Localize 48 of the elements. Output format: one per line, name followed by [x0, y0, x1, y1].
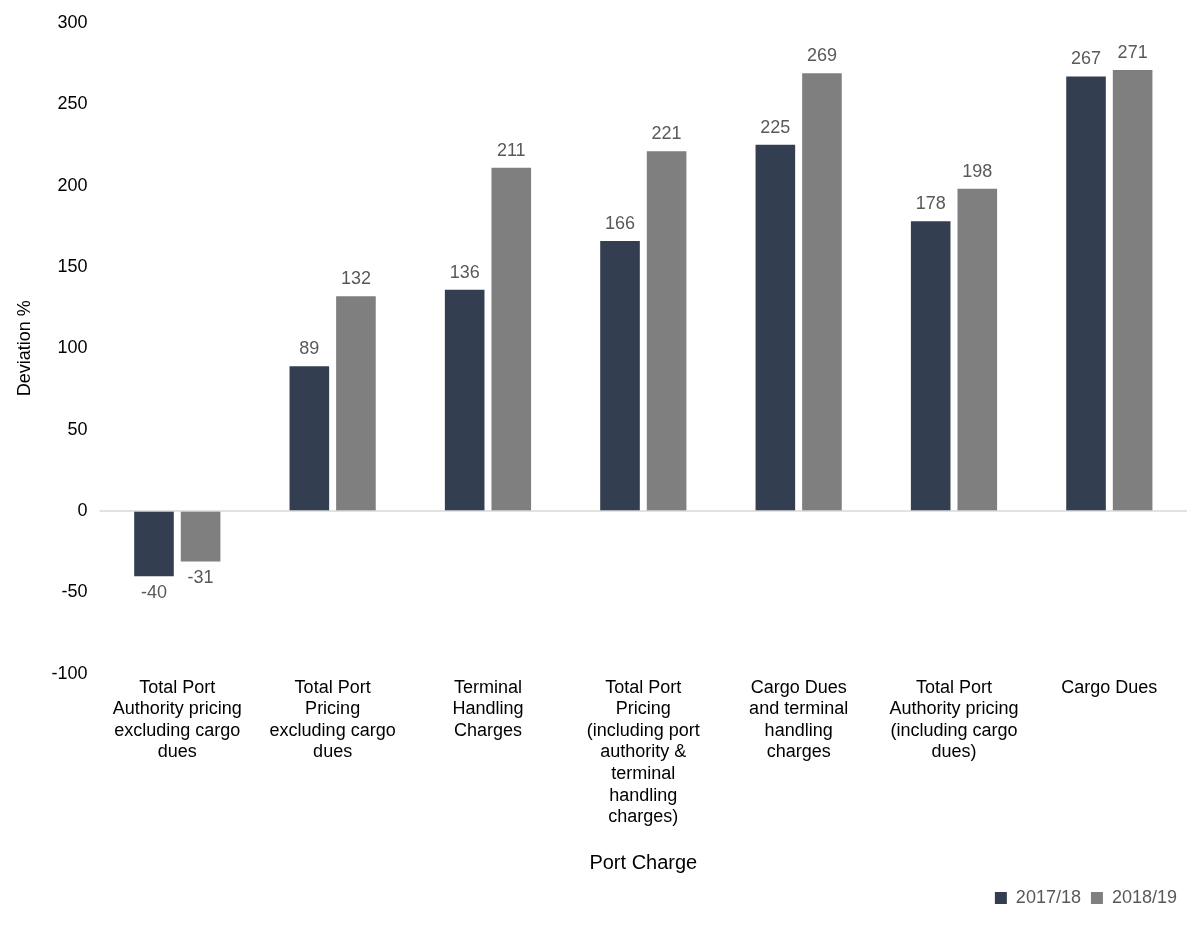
x-tick-label: Total Port Authority pricing excluding cargo dues — [112, 676, 242, 762]
y-tick-label: 50 — [67, 418, 88, 439]
bar — [646, 151, 687, 512]
y-tick-label: -100 — [51, 662, 88, 683]
y-tick-label: 100 — [57, 337, 88, 358]
data-label: 211 — [496, 139, 526, 160]
y-tick-label: 150 — [57, 255, 88, 276]
bar — [289, 366, 330, 512]
data-label: 89 — [299, 338, 320, 359]
data-label: 267 — [1071, 48, 1102, 69]
data-label: 269 — [806, 45, 837, 66]
x-tick-label: Total Port Pricing excluding cargo dues — [269, 676, 396, 762]
data-label: 136 — [449, 261, 480, 282]
y-tick-label: 200 — [57, 174, 88, 195]
x-tick-label: Total Port Pricing (including port authority & terminal handling charges) — [586, 676, 700, 827]
bar — [444, 289, 485, 512]
data-label: 178 — [915, 193, 946, 214]
bar — [1066, 76, 1106, 512]
data-label: 198 — [962, 160, 993, 181]
bar — [1112, 70, 1153, 512]
bar — [755, 144, 796, 512]
bar — [180, 511, 221, 562]
y-axis-title: Deviation % — [13, 300, 34, 397]
data-label: 166 — [604, 212, 636, 233]
legend-label: 2018/19 — [1111, 886, 1178, 907]
bar — [491, 167, 532, 512]
x-tick-label: Terminal Handling Charges — [452, 676, 524, 740]
y-tick-label: 250 — [57, 93, 88, 114]
bar — [910, 221, 951, 512]
legend-label: 2017/18 — [1015, 886, 1081, 907]
y-tick-label: 0 — [77, 500, 88, 521]
data-label: 225 — [760, 116, 791, 137]
data-label: -31 — [187, 567, 214, 588]
data-label: 221 — [651, 123, 682, 144]
data-label: -40 — [140, 582, 167, 603]
x-axis-title: Port Charge — [589, 850, 698, 873]
bar — [134, 511, 174, 577]
y-tick-label: -50 — [61, 581, 88, 602]
x-tick-label: Total Port Authority pricing (including cargo dues) — [889, 676, 1019, 762]
bar — [336, 296, 376, 512]
bar — [957, 188, 998, 512]
data-label: 132 — [340, 268, 371, 289]
y-tick-label: 300 — [57, 11, 88, 32]
x-tick-label: Cargo Dues — [1061, 676, 1158, 697]
x-tick-label: Cargo Dues and terminal handling charges — [749, 676, 849, 762]
bar — [802, 73, 842, 512]
bar — [600, 240, 640, 512]
data-label: 271 — [1117, 41, 1148, 62]
